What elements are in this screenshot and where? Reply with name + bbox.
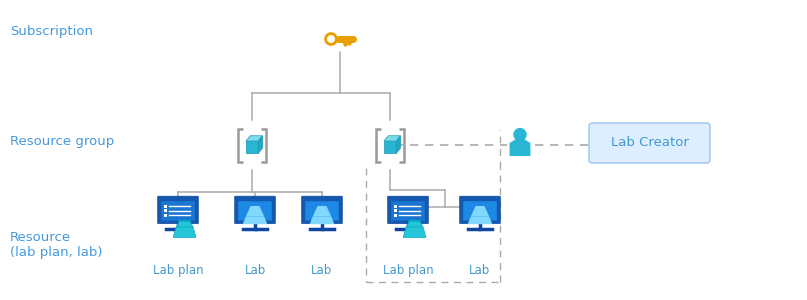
Text: Resource
(lab plan, lab): Resource (lab plan, lab) [10,231,102,259]
FancyBboxPatch shape [238,201,272,220]
Polygon shape [243,217,267,224]
Polygon shape [174,227,196,237]
Polygon shape [468,217,492,224]
FancyBboxPatch shape [463,201,497,220]
Circle shape [514,129,526,141]
FancyBboxPatch shape [394,205,397,208]
Polygon shape [384,136,400,141]
Text: Lab Creator: Lab Creator [611,136,688,149]
Circle shape [328,36,334,42]
Polygon shape [404,227,426,237]
Polygon shape [176,221,193,227]
Text: Resource group: Resource group [10,136,115,148]
Polygon shape [509,139,530,156]
Text: Lab: Lab [312,264,332,277]
Polygon shape [310,217,334,224]
FancyBboxPatch shape [161,201,194,220]
Polygon shape [313,206,331,217]
Polygon shape [406,221,423,227]
Polygon shape [246,141,258,153]
Text: Lab: Lab [245,264,266,277]
FancyBboxPatch shape [164,205,167,208]
FancyBboxPatch shape [157,196,199,224]
FancyBboxPatch shape [164,214,167,217]
FancyBboxPatch shape [394,209,397,212]
Text: Lab: Lab [470,264,491,277]
FancyBboxPatch shape [391,201,424,220]
Text: Lab plan: Lab plan [153,264,203,277]
FancyBboxPatch shape [235,196,275,224]
Polygon shape [384,141,396,153]
FancyBboxPatch shape [302,196,342,224]
FancyBboxPatch shape [387,196,429,224]
Polygon shape [258,136,262,153]
Text: Lab plan: Lab plan [383,264,433,277]
Polygon shape [470,206,489,217]
Polygon shape [396,136,400,153]
FancyBboxPatch shape [305,201,339,220]
Polygon shape [246,136,262,141]
FancyBboxPatch shape [460,196,500,224]
Polygon shape [246,206,264,217]
Text: Subscription: Subscription [10,26,93,38]
FancyBboxPatch shape [164,209,167,212]
FancyBboxPatch shape [394,214,397,217]
FancyBboxPatch shape [589,123,710,163]
Circle shape [324,32,338,46]
